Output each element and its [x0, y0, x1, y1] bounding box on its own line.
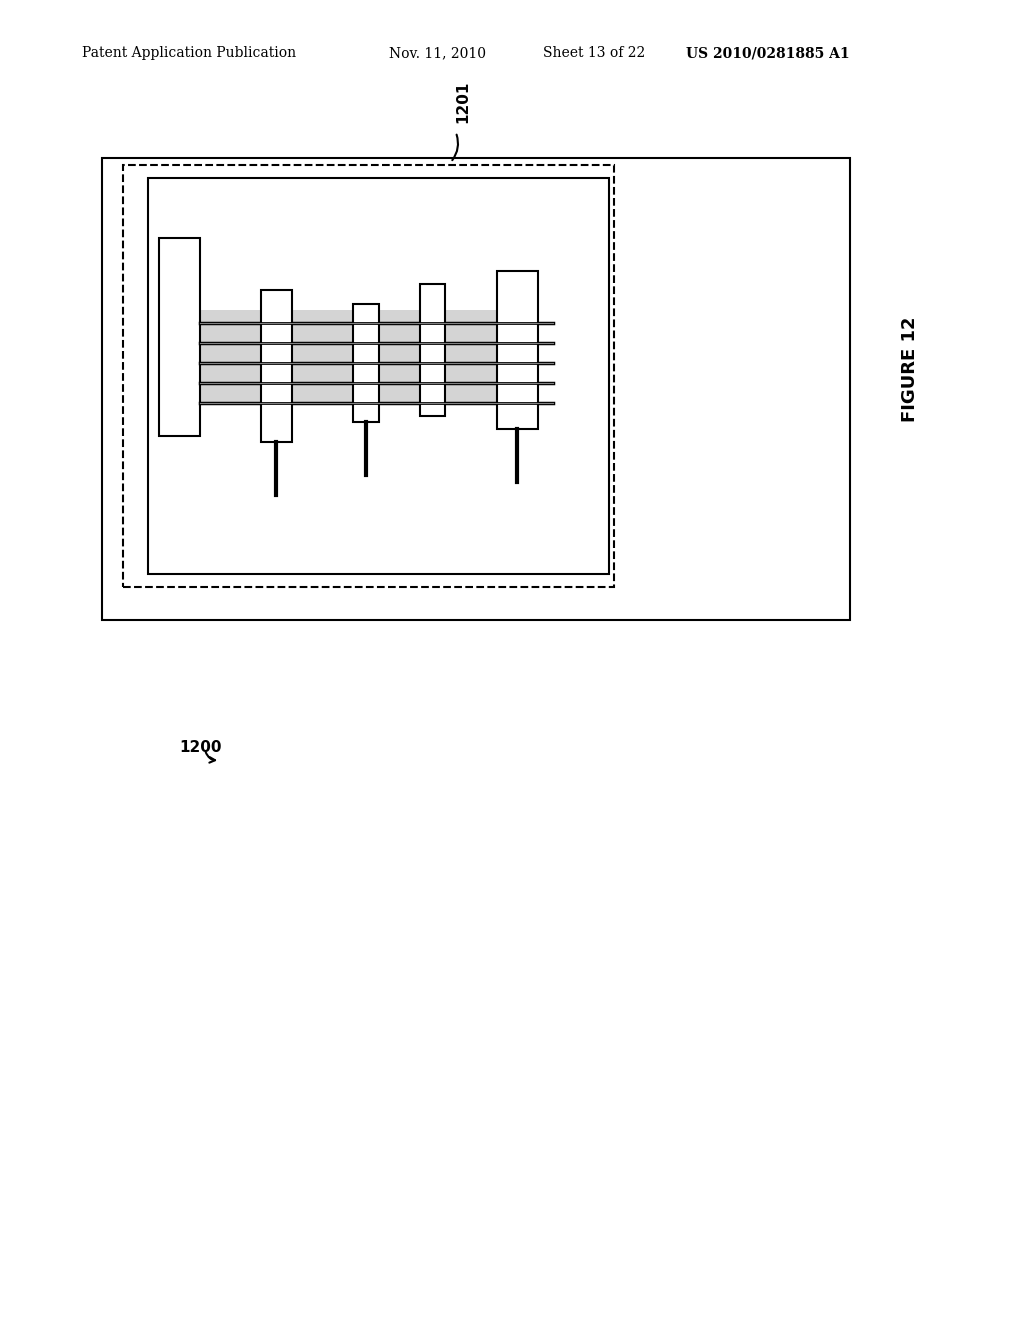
Text: Nov. 11, 2010: Nov. 11, 2010: [389, 46, 486, 61]
Text: Sheet 13 of 22: Sheet 13 of 22: [543, 46, 645, 61]
Bar: [200, 310, 497, 403]
Bar: [102, 158, 850, 620]
Text: 1211: 1211: [353, 506, 369, 548]
Bar: [123, 165, 614, 587]
Bar: [261, 290, 292, 442]
Bar: [353, 304, 379, 422]
Text: 1202: 1202: [271, 506, 287, 548]
Bar: [497, 271, 538, 429]
Bar: [159, 238, 200, 436]
Text: 1204: 1204: [220, 502, 236, 544]
Bar: [420, 284, 445, 416]
Bar: [148, 178, 609, 574]
Text: 1203: 1203: [473, 506, 488, 548]
Text: Patent Application Publication: Patent Application Publication: [82, 46, 296, 61]
Text: 1200: 1200: [179, 741, 222, 755]
Text: FIGURE 12: FIGURE 12: [901, 317, 920, 422]
Text: 1210: 1210: [324, 506, 339, 548]
Text: 1205: 1205: [399, 506, 415, 548]
Text: US 2010/0281885 A1: US 2010/0281885 A1: [686, 46, 850, 61]
Text: 1201: 1201: [456, 81, 471, 123]
